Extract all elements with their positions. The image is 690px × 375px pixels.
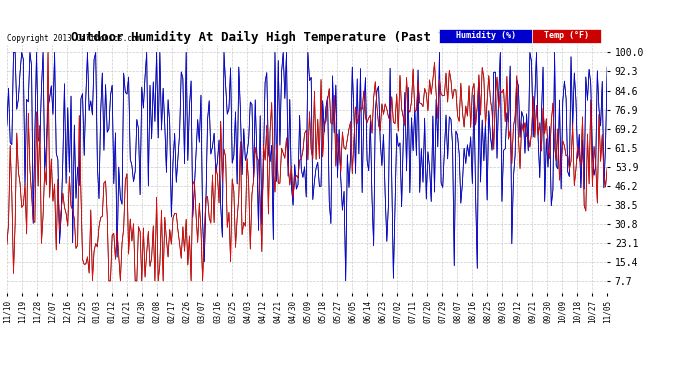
FancyBboxPatch shape [532, 29, 601, 42]
Text: Temp (°F): Temp (°F) [544, 32, 589, 40]
FancyBboxPatch shape [439, 29, 532, 42]
Text: Copyright 2013 Cartronics.com: Copyright 2013 Cartronics.com [7, 33, 141, 42]
Title: Outdoor Humidity At Daily High Temperature (Past Year) 20131110: Outdoor Humidity At Daily High Temperatu… [71, 31, 543, 44]
Text: Humidity (%): Humidity (%) [455, 32, 515, 40]
